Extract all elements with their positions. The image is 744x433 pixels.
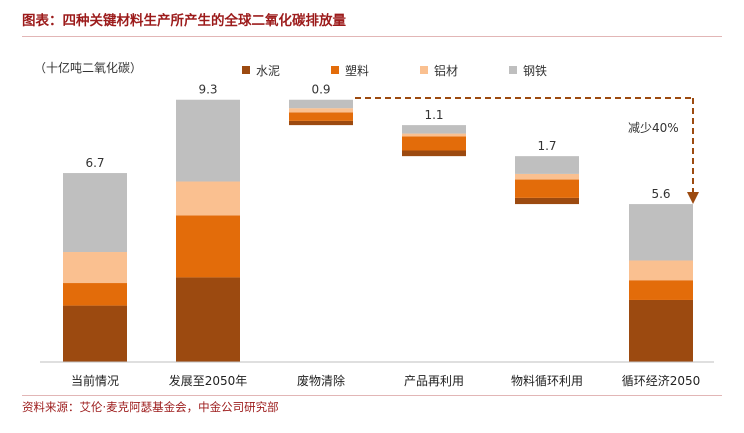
bar-segment-1-0	[176, 277, 240, 362]
bar-segment-0-0	[63, 305, 127, 362]
title-divider	[22, 36, 722, 37]
bar-segment-2-1	[289, 112, 353, 121]
legend-label-3: 钢铁	[523, 64, 547, 78]
bar-segment-5-2	[629, 260, 693, 281]
category-label-0: 当前情况	[71, 373, 119, 388]
value-label-1: 9.3	[198, 83, 217, 97]
bar-segment-3-0	[402, 150, 466, 157]
legend-swatch-0	[242, 66, 250, 74]
category-label-3: 产品再利用	[404, 374, 464, 388]
unit-label: （十亿吨二氧化碳）	[34, 60, 142, 75]
bar-segment-0-3	[63, 173, 127, 253]
bar-segment-0-2	[63, 252, 127, 284]
reduction-label: 减少40%	[628, 121, 679, 135]
bar-segment-4-0	[515, 197, 579, 205]
bar-segment-2-2	[289, 108, 353, 113]
bar-segment-3-1	[402, 136, 466, 151]
bar-segment-0-1	[63, 283, 127, 306]
category-label-4: 物料循环利用	[511, 374, 583, 388]
source-note: 资料来源：艾伦·麦克阿瑟基金会，中金公司研究部	[22, 400, 279, 414]
category-label-5: 循环经济2050	[622, 373, 701, 388]
legend-label-0: 水泥	[256, 64, 280, 78]
value-label-5: 5.6	[651, 187, 670, 201]
value-label-3: 1.1	[424, 108, 443, 122]
legend-swatch-3	[509, 66, 517, 74]
value-label-0: 6.7	[85, 156, 104, 170]
bar-segment-1-3	[176, 99, 240, 182]
chart-title: 图表：四种关键材料生产所产生的全球二氧化碳排放量	[22, 13, 346, 29]
legend-label-2: 铝材	[434, 63, 458, 78]
legend-label-1: 塑料	[345, 63, 369, 78]
bars	[63, 99, 693, 362]
reduction-arrow-head	[687, 192, 699, 204]
reduction-annotation: 减少40%	[355, 97, 699, 204]
value-labels: 6.7 9.3 0.9 1.1 1.7 5.6	[85, 83, 670, 201]
source-divider	[22, 395, 722, 396]
legend: 水泥 塑料 铝材 钢铁	[242, 63, 547, 78]
bar-segment-5-0	[629, 299, 693, 362]
bar-segment-2-3	[289, 99, 353, 109]
category-label-2: 废物清除	[297, 373, 345, 388]
legend-swatch-2	[420, 66, 428, 74]
value-label-2: 0.9	[311, 83, 330, 97]
category-label-1: 发展至2050年	[169, 373, 248, 388]
legend-swatch-1	[331, 66, 339, 74]
bar-segment-5-1	[629, 280, 693, 300]
bar-segment-2-0	[289, 120, 353, 126]
bar-segment-3-3	[402, 125, 466, 134]
bar-segment-4-2	[515, 173, 579, 180]
bar-segment-4-3	[515, 156, 579, 174]
category-labels: 当前情况 发展至2050年 废物清除 产品再利用 物料循环利用 循环经济2050	[71, 373, 700, 388]
bar-segment-5-3	[629, 204, 693, 261]
bar-segment-4-1	[515, 179, 579, 198]
bar-segment-1-1	[176, 215, 240, 278]
bar-segment-1-2	[176, 181, 240, 216]
bar-segment-3-2	[402, 133, 466, 137]
value-label-4: 1.7	[537, 139, 556, 153]
